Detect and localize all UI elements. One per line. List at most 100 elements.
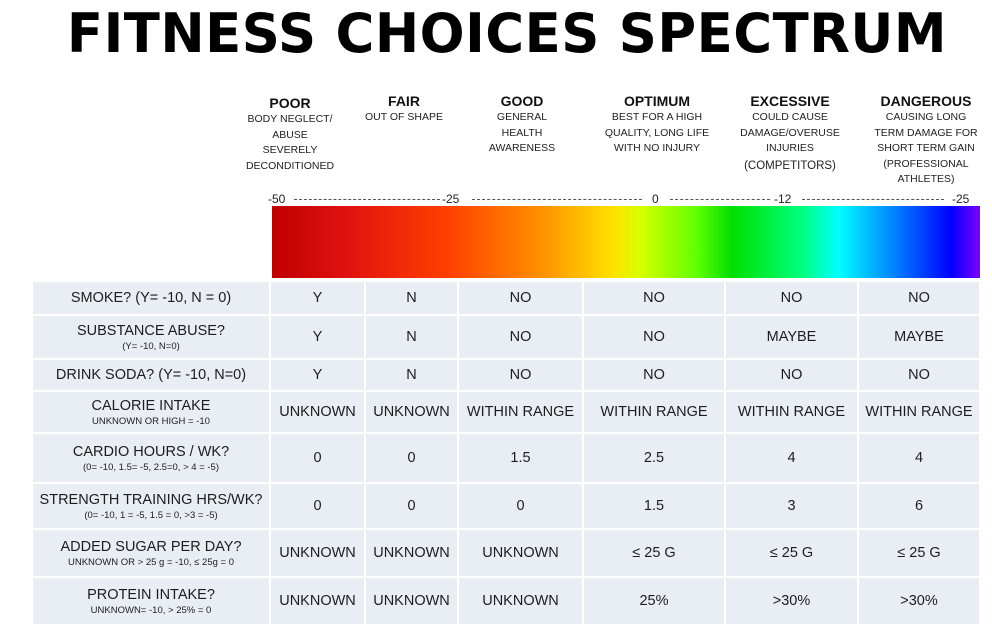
value-cell: UNKNOWN <box>457 528 584 578</box>
value-cell: NO <box>582 358 726 392</box>
category-name: DANGEROUS <box>880 93 972 109</box>
scale-label: -50 <box>268 192 286 206</box>
category-name: GOOD <box>500 93 544 109</box>
table-row: SMOKE? (Y= -10, N = 0) Y N NO NO NO NO <box>31 280 981 316</box>
row-sublabel: UNKNOWN= -10, > 25% = 0 <box>90 604 212 616</box>
table-row: STRENGTH TRAINING HRS/WK? (0= -10, 1 = -5… <box>31 482 981 530</box>
value-cell: 0 <box>457 482 584 530</box>
row-label: SMOKE? (Y= -10, N = 0) <box>70 290 232 306</box>
value-cell: UNKNOWN <box>269 576 366 626</box>
value-cell: 0 <box>364 432 459 484</box>
value-cell: UNKNOWN <box>269 390 366 434</box>
value-cell: 1.5 <box>582 482 726 530</box>
value-cell: WITHIN RANGE <box>724 390 859 434</box>
value-cell: 0 <box>269 432 366 484</box>
category-desc: BODY NEGLECT/ ABUSE SEVERELY DECONDITION… <box>245 113 335 172</box>
value-cell: 0 <box>269 482 366 530</box>
value-cell: >30% <box>857 576 981 626</box>
category-name: EXCESSIVE <box>750 93 830 109</box>
value-cell: >30% <box>724 576 859 626</box>
category-desc: OUT OF SHAPE <box>365 111 443 123</box>
row-label-cell: DRINK SODA? (Y= -10, N=0) <box>31 358 271 392</box>
category-excessive: EXCESSIVE COULD CAUSE DAMAGE/OVERUSE INJ… <box>730 92 850 174</box>
scale-dash <box>472 199 642 200</box>
category-desc: COULD CAUSE DAMAGE/OVERUSE INJURIES (COM… <box>740 111 840 172</box>
value-cell: NO <box>582 280 726 316</box>
value-cell: NO <box>457 280 584 316</box>
criteria-table: SMOKE? (Y= -10, N = 0) Y N NO NO NO NO SUBSTANC… <box>31 280 981 626</box>
value-cell: 1.5 <box>457 432 584 484</box>
value-cell: MAYBE <box>724 314 859 360</box>
row-label-cell: CALORIE INTAKE UNKNOWN OR HIGH = -10 <box>31 390 271 434</box>
category-poor: POOR BODY NEGLECT/ ABUSE SEVERELY DECOND… <box>238 92 342 174</box>
value-cell: 0 <box>364 482 459 530</box>
scale-label: -25 <box>442 192 460 206</box>
row-sublabel: UNKNOWN OR > 25 g = -10, ≤ 25g = 0 <box>68 556 234 568</box>
value-cell: MAYBE <box>857 314 981 360</box>
row-label-cell: ADDED SUGAR PER DAY? UNKNOWN OR > 25 g = … <box>31 528 271 578</box>
row-label: SUBSTANCE ABUSE? <box>76 322 225 339</box>
value-cell: 2.5 <box>582 432 726 484</box>
row-label: STRENGTH TRAINING HRS/WK? <box>39 491 263 508</box>
value-cell: Y <box>269 358 366 392</box>
row-label: CALORIE INTAKE <box>91 397 211 414</box>
spectrum-scale: -50 -25 0 -12 -25 <box>268 192 980 206</box>
value-cell: 6 <box>857 482 981 530</box>
scale-dash <box>802 199 944 200</box>
table-row: DRINK SODA? (Y= -10, N=0) Y N NO NO NO NO <box>31 358 981 392</box>
category-optimum: OPTIMUM BEST FOR A HIGH QUALITY, LONG LI… <box>596 92 718 157</box>
row-sublabel: (Y= -10, N=0) <box>122 340 180 352</box>
table-row: CARDIO HOURS / WK? (0= -10, 1.5= -5, 2.5=… <box>31 432 981 484</box>
value-cell: N <box>364 314 459 360</box>
row-label: DRINK SODA? (Y= -10, N=0) <box>55 367 247 383</box>
row-sublabel: (0= -10, 1 = -5, 1.5 = 0, >3 = -5) <box>84 509 218 521</box>
value-cell: N <box>364 358 459 392</box>
value-cell: UNKNOWN <box>364 528 459 578</box>
category-name: POOR <box>269 95 311 111</box>
value-cell: WITHIN RANGE <box>582 390 726 434</box>
value-cell: NO <box>582 314 726 360</box>
value-cell: 3 <box>724 482 859 530</box>
category-desc: CAUSING LONG TERM DAMAGE FOR SHORT TERM … <box>874 111 978 185</box>
row-label: CARDIO HOURS / WK? <box>72 443 230 460</box>
category-good: GOOD GENERAL HEALTH AWARENESS <box>472 92 572 157</box>
value-cell: WITHIN RANGE <box>457 390 584 434</box>
category-name: FAIR <box>388 93 420 109</box>
table-row: CALORIE INTAKE UNKNOWN OR HIGH = -10 UNKNO… <box>31 390 981 434</box>
value-cell: UNKNOWN <box>364 576 459 626</box>
row-label-cell: CARDIO HOURS / WK? (0= -10, 1.5= -5, 2.5=… <box>31 432 271 484</box>
table-row: SUBSTANCE ABUSE? (Y= -10, N=0) Y N NO NO MAYBE… <box>31 314 981 360</box>
value-cell: ≤ 25 G <box>724 528 859 578</box>
value-cell: ≤ 25 G <box>857 528 981 578</box>
scale-dash <box>670 199 770 200</box>
value-cell: NO <box>457 314 584 360</box>
value-cell: NO <box>857 280 981 316</box>
value-cell: UNKNOWN <box>457 576 584 626</box>
row-sublabel: UNKNOWN OR HIGH = -10 <box>92 415 210 427</box>
scale-label: -12 <box>774 192 792 206</box>
row-label-cell: SMOKE? (Y= -10, N = 0) <box>31 280 271 316</box>
value-cell: UNKNOWN <box>269 528 366 578</box>
value-cell: 25% <box>582 576 726 626</box>
row-label: PROTEIN INTAKE? <box>87 586 215 603</box>
value-cell: NO <box>857 358 981 392</box>
value-cell: Y <box>269 314 366 360</box>
category-name: OPTIMUM <box>623 93 691 109</box>
scale-dash <box>294 199 440 200</box>
value-cell: Y <box>269 280 366 316</box>
value-cell: 4 <box>857 432 981 484</box>
row-label-cell: SUBSTANCE ABUSE? (Y= -10, N=0) <box>31 314 271 360</box>
table-row: PROTEIN INTAKE? UNKNOWN= -10, > 25% = 0 UN… <box>31 576 981 626</box>
category-fair: FAIR OUT OF SHAPE <box>356 92 452 126</box>
scale-label: 0 <box>652 192 659 206</box>
value-cell: WITHIN RANGE <box>857 390 981 434</box>
category-dangerous: DANGEROUS CAUSING LONG TERM DAMAGE FOR S… <box>866 92 986 188</box>
value-cell: 4 <box>724 432 859 484</box>
row-sublabel: (0= -10, 1.5= -5, 2.5=0, > 4 = -5) <box>83 461 219 473</box>
page-title: FITNESS CHOICES SPECTRUM <box>66 2 948 65</box>
category-desc: GENERAL HEALTH AWARENESS <box>488 111 556 154</box>
spectrum-gradient-bar <box>272 206 980 278</box>
row-label-cell: STRENGTH TRAINING HRS/WK? (0= -10, 1 = -5… <box>31 482 271 530</box>
value-cell: NO <box>724 358 859 392</box>
category-desc: BEST FOR A HIGH QUALITY, LONG LIFE WITH … <box>604 111 710 154</box>
